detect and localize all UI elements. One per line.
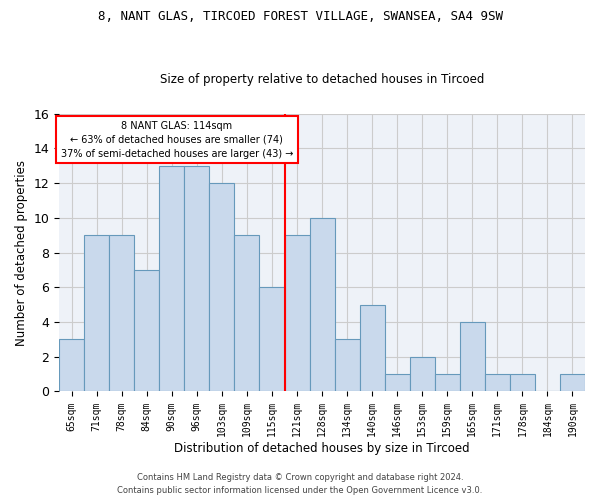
Bar: [410, 356, 435, 392]
Bar: [435, 374, 460, 392]
Bar: [109, 235, 134, 392]
Bar: [460, 322, 485, 392]
Bar: [184, 166, 209, 392]
Bar: [84, 235, 109, 392]
X-axis label: Distribution of detached houses by size in Tircoed: Distribution of detached houses by size …: [174, 442, 470, 455]
Bar: [359, 304, 385, 392]
Bar: [485, 374, 510, 392]
Bar: [560, 374, 585, 392]
Bar: [259, 288, 284, 392]
Bar: [160, 166, 184, 392]
Text: Contains HM Land Registry data © Crown copyright and database right 2024.
Contai: Contains HM Land Registry data © Crown c…: [118, 474, 482, 495]
Bar: [385, 374, 410, 392]
Text: 8, NANT GLAS, TIRCOED FOREST VILLAGE, SWANSEA, SA4 9SW: 8, NANT GLAS, TIRCOED FOREST VILLAGE, SW…: [97, 10, 503, 23]
Bar: [209, 183, 235, 392]
Y-axis label: Number of detached properties: Number of detached properties: [15, 160, 28, 346]
Title: Size of property relative to detached houses in Tircoed: Size of property relative to detached ho…: [160, 73, 484, 86]
Bar: [59, 340, 84, 392]
Bar: [134, 270, 160, 392]
Bar: [284, 235, 310, 392]
Bar: [335, 340, 359, 392]
Bar: [310, 218, 335, 392]
Bar: [235, 235, 259, 392]
Text: 8 NANT GLAS: 114sqm
← 63% of detached houses are smaller (74)
37% of semi-detach: 8 NANT GLAS: 114sqm ← 63% of detached ho…: [61, 120, 293, 158]
Bar: [510, 374, 535, 392]
